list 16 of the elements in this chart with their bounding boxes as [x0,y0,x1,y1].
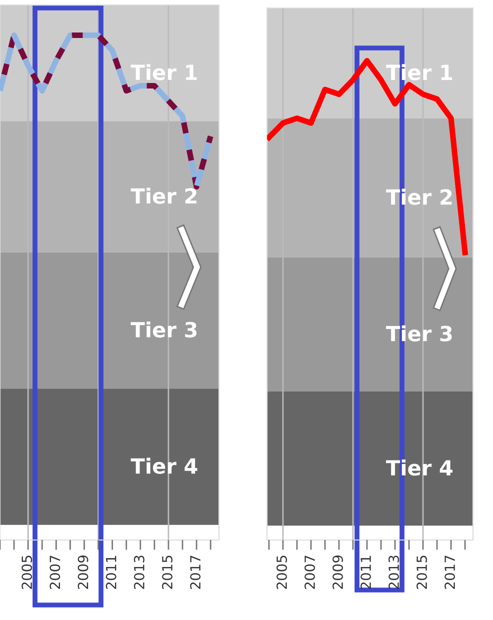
x-tick-label: 2011 [360,556,372,589]
x-tick-label: 2009 [78,556,88,589]
x-tick-label: 2007 [304,556,316,589]
x-tick-label: 2007 [50,556,60,589]
x-tick-label: 2015 [162,556,172,589]
x-tick-label: 2015 [416,556,428,589]
x-tick-label: 2009 [332,556,344,589]
x-tick-label: 2005 [22,556,32,589]
band-label: Tier 3 [130,321,197,338]
band-label: Tier 2 [130,188,196,204]
x-tick-label: 2011 [106,556,116,589]
x-tick-label: 2017 [444,556,456,589]
x-tick-label: 2017 [190,556,201,589]
x-tick-label: 2013 [134,556,144,589]
x-tick-label: 2013 [388,556,400,589]
x-tick-label: 2005 [276,556,287,589]
